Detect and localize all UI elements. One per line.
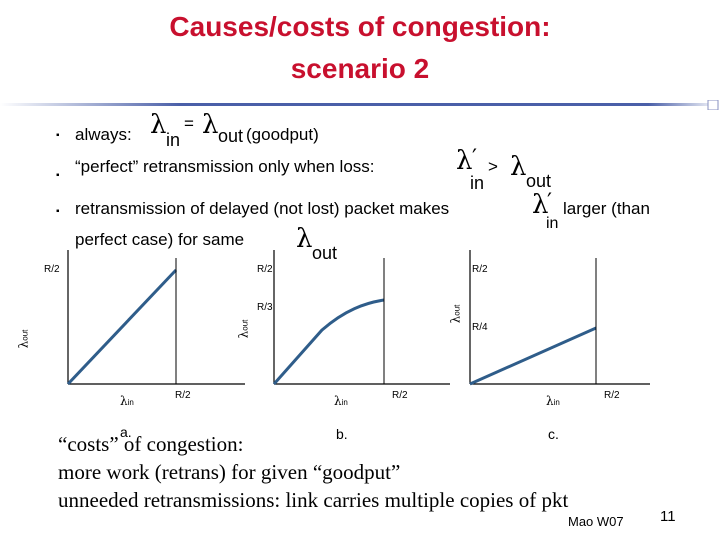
bullet3-suffix: larger (than — [563, 199, 650, 218]
graph-b-ytick-mid: R/3 — [257, 302, 273, 313]
bullet1-prefix: always: — [75, 125, 132, 144]
costs-line-retrans: unneeded retransmissions: link carries m… — [58, 488, 569, 512]
bullet-marker-2: ▪ — [56, 170, 60, 181]
title-divider — [0, 100, 720, 110]
lambda-symbol: λ — [296, 224, 313, 254]
graph-a-letter: a. — [120, 424, 132, 440]
bullet-marker-1: ▪ — [56, 130, 60, 141]
equals-sign: = — [184, 114, 194, 133]
bullet3-text: retransmission of delayed (not lost) pac… — [75, 199, 450, 218]
slide-title-line1: Causes/costs of congestion: — [169, 11, 551, 42]
graph-c-ytick-top: R/2 — [472, 264, 488, 275]
graph-c-xlabel: λin — [546, 394, 560, 408]
graph-b-ylabel: λout — [236, 319, 251, 339]
graph-c-curve — [469, 326, 597, 386]
graph-c-ylabel: λout — [448, 304, 463, 324]
sub-in: in — [166, 130, 181, 150]
graph-b-ytick-top: R/2 — [257, 264, 273, 275]
lambda-symbol: λ — [510, 152, 527, 182]
graph-a-ytick: R/2 — [44, 264, 60, 275]
lambda-symbol: λ — [202, 110, 219, 140]
bullet-marker-3: ▪ — [56, 206, 60, 217]
lambda-symbol: λ — [150, 110, 167, 140]
sub-out: out — [312, 243, 338, 263]
graph-b-xlabel: λin — [334, 394, 348, 408]
graph-a-ylabel: λout — [16, 329, 31, 349]
prime-mark: ′ — [547, 190, 552, 215]
prime-mark: ′ — [472, 146, 477, 171]
page-number: 11 — [660, 508, 676, 525]
bullet1-suffix: (goodput) — [246, 125, 319, 144]
footer-author: Mao W07 — [568, 514, 624, 529]
slide-title-line2: scenario 2 — [290, 53, 430, 84]
lambda-symbol: λ — [456, 146, 473, 176]
bullet2-text: “perfect” retransmission only when loss: — [75, 157, 375, 176]
graph-a-xtick: R/2 — [175, 390, 191, 401]
costs-heading: “costs” of congestion: — [58, 432, 244, 456]
graph-b-curve — [272, 298, 385, 385]
graph-a-xlabel: λin — [120, 394, 134, 408]
sub-in: in — [546, 215, 559, 232]
costs-line-work: more work (retrans) for given “goodput” — [58, 460, 401, 484]
greater-than: > — [488, 157, 498, 176]
graph-c-letter: c. — [548, 426, 559, 442]
bullet3-line2: perfect case) for same — [75, 230, 245, 249]
sub-out: out — [526, 171, 552, 191]
graph-b-xtick: R/2 — [392, 390, 408, 401]
graph-c-ytick-mid: R/4 — [472, 322, 488, 333]
graph-c-xtick: R/2 — [604, 390, 620, 401]
sub-out: out — [218, 126, 244, 146]
sub-in: in — [470, 173, 485, 193]
graph-b-letter: b. — [336, 426, 348, 442]
graph-a-curve — [66, 268, 178, 386]
lambda-symbol: λ — [532, 190, 549, 220]
